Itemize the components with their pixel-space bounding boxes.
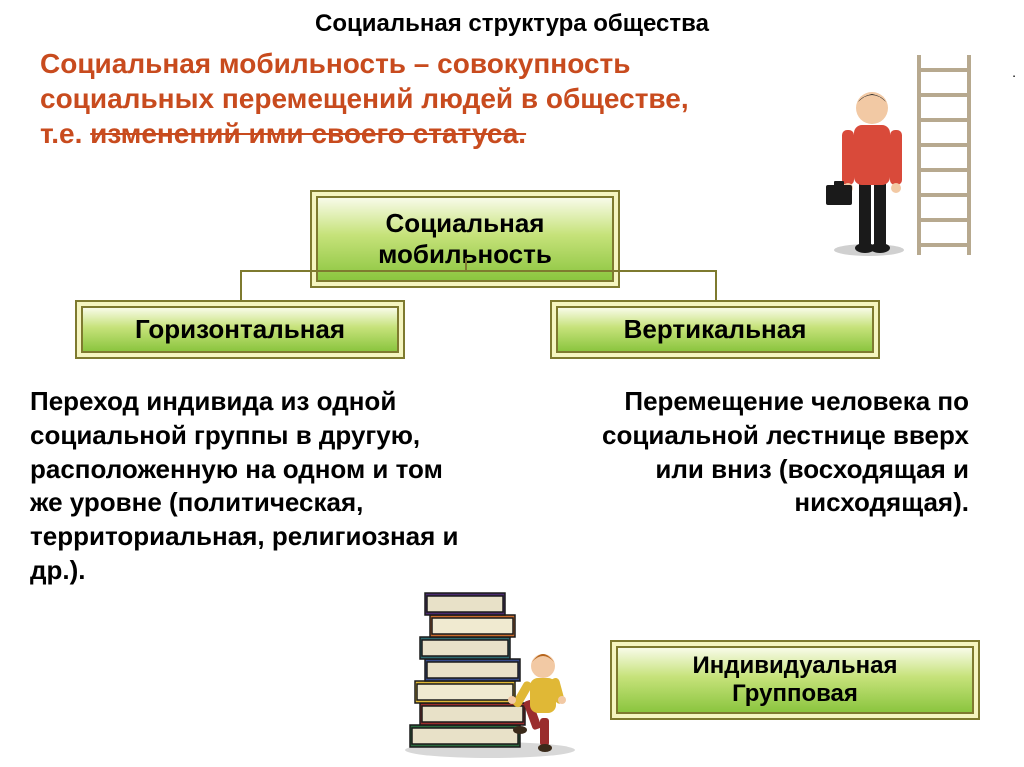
connector-horiz (240, 270, 716, 272)
connector-right (715, 270, 717, 300)
box-horizontal: Горизонтальная (75, 300, 405, 359)
definition-text: Социальная мобильность – совокупность со… (0, 38, 740, 151)
connector-left (240, 270, 242, 300)
ladder-person-illustration (764, 50, 994, 260)
definition-dash: – (406, 48, 437, 79)
books-child-illustration (390, 570, 600, 760)
box-vertical: Вертикальная (550, 300, 880, 359)
box-horizontal-label: Горизонтальная (81, 306, 399, 353)
definition-strike: изменений ими своего статуса. (90, 118, 526, 149)
box-vertical-label: Вертикальная (556, 306, 874, 353)
box-social-mobility: Социальная мобильность (310, 190, 620, 288)
box-individual-group-label: Индивидуальная Групповая (616, 646, 974, 714)
desc-vertical: Перемещение человека по социальной лестн… (569, 385, 969, 520)
desc-horizontal: Переход индивида из одной социальной гру… (30, 385, 470, 588)
page-title: Социальная структура общества (0, 0, 1024, 38)
connector-stem (465, 258, 467, 272)
stray-dot: . (1012, 64, 1016, 80)
box-individual-group: Индивидуальная Групповая (610, 640, 980, 720)
definition-term: Социальная мобильность (40, 48, 406, 79)
